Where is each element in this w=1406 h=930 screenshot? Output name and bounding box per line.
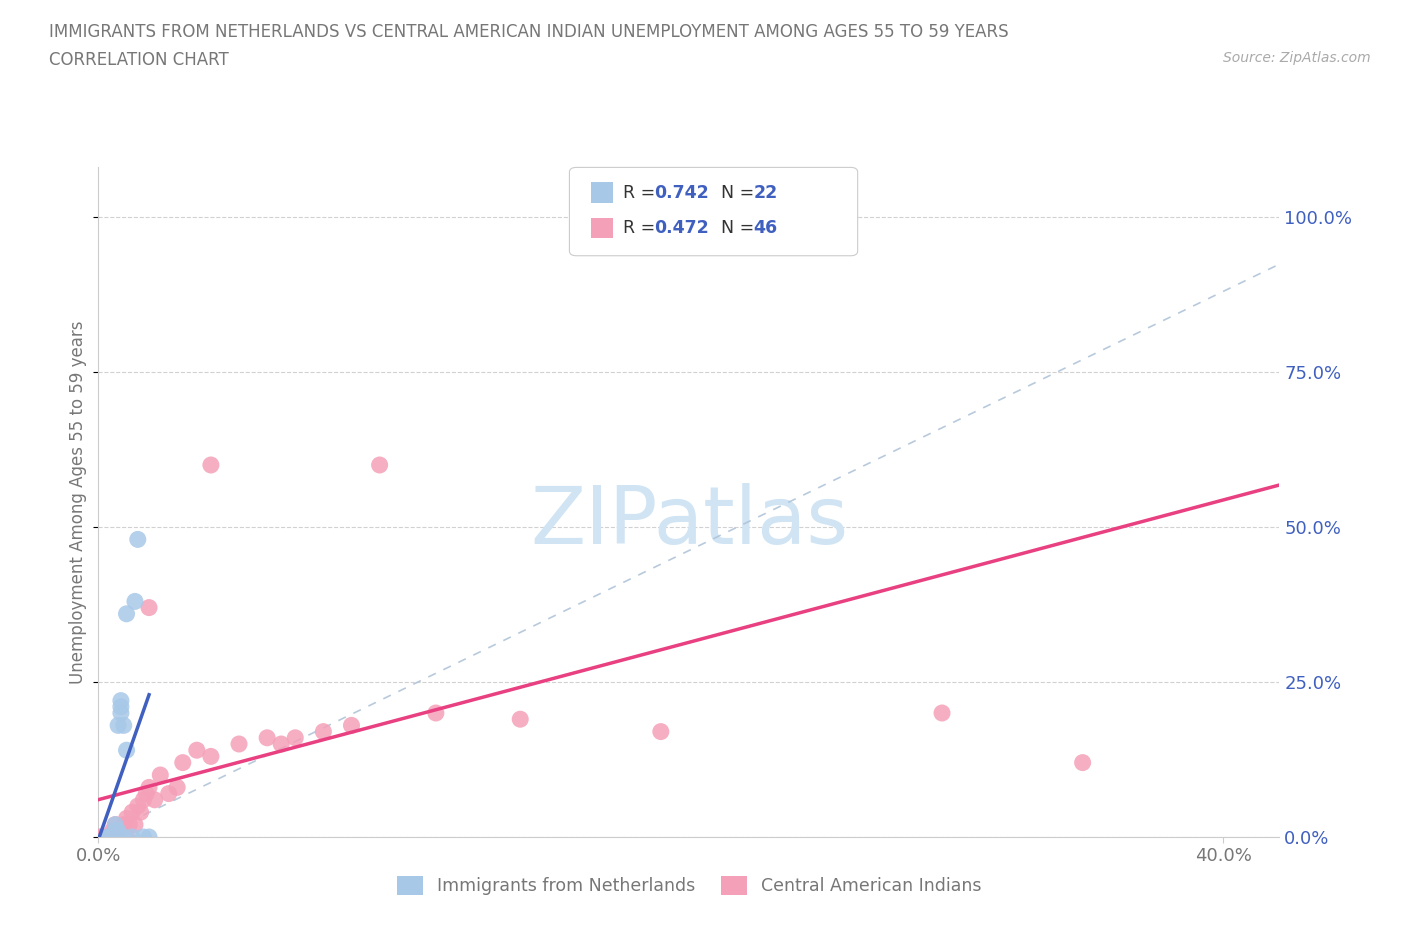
Point: [228, 737, 250, 751]
Point: [101, 830, 124, 844]
Point: [127, 799, 149, 814]
Point: [107, 718, 129, 733]
Point: [107, 823, 129, 838]
Point: [166, 780, 188, 795]
Point: [98, 830, 121, 844]
Point: [124, 817, 146, 832]
Text: 46: 46: [754, 219, 778, 237]
Point: [121, 804, 143, 819]
Text: IMMIGRANTS FROM NETHERLANDS VS CENTRAL AMERICAN INDIAN UNEMPLOYMENT AMONG AGES 5: IMMIGRANTS FROM NETHERLANDS VS CENTRAL A…: [49, 23, 1010, 41]
Point: [200, 458, 222, 472]
Point: [115, 743, 138, 758]
Text: CORRELATION CHART: CORRELATION CHART: [49, 51, 229, 69]
Point: [115, 811, 138, 826]
Point: [87, 830, 110, 844]
Point: [104, 823, 127, 838]
Point: [96, 830, 118, 844]
Point: [650, 724, 672, 739]
Point: [186, 743, 208, 758]
Point: [132, 792, 155, 807]
Point: [115, 830, 138, 844]
Point: [101, 830, 124, 844]
Y-axis label: Unemployment Among Ages 55 to 59 years: Unemployment Among Ages 55 to 59 years: [69, 321, 87, 684]
Point: [270, 737, 292, 751]
Point: [107, 823, 129, 838]
Point: [256, 730, 278, 745]
Point: [1071, 755, 1094, 770]
Point: [138, 600, 160, 615]
Legend: Immigrants from Netherlands, Central American Indians: Immigrants from Netherlands, Central Ame…: [389, 869, 988, 902]
Point: [107, 830, 129, 844]
Point: [90, 830, 112, 844]
Text: 22: 22: [754, 183, 778, 202]
Point: [93, 830, 115, 844]
Point: [110, 693, 132, 708]
Point: [110, 823, 132, 838]
Point: [149, 767, 172, 782]
Point: [312, 724, 335, 739]
Point: [124, 594, 146, 609]
Point: [129, 804, 152, 819]
Text: 0.742: 0.742: [654, 183, 709, 202]
Point: [132, 830, 155, 844]
Point: [931, 706, 953, 721]
Point: [112, 817, 135, 832]
Point: [118, 817, 141, 832]
Point: [110, 706, 132, 721]
Point: [110, 699, 132, 714]
Point: [98, 830, 121, 844]
Point: [368, 458, 391, 472]
Point: [509, 711, 531, 726]
Point: [143, 792, 166, 807]
Text: R =: R =: [623, 183, 661, 202]
Point: [284, 730, 307, 745]
Point: [340, 718, 363, 733]
Point: [107, 830, 129, 844]
Point: [112, 718, 135, 733]
Text: R =: R =: [623, 219, 661, 237]
Point: [110, 830, 132, 844]
Point: [115, 606, 138, 621]
Text: Source: ZipAtlas.com: Source: ZipAtlas.com: [1223, 51, 1371, 65]
Point: [121, 830, 143, 844]
Text: ZIPatlas: ZIPatlas: [530, 484, 848, 562]
Point: [101, 823, 124, 838]
Point: [138, 780, 160, 795]
Point: [112, 830, 135, 844]
Point: [157, 786, 180, 801]
Point: [96, 830, 118, 844]
Point: [104, 830, 127, 844]
Point: [127, 532, 149, 547]
Point: [104, 817, 127, 832]
Point: [172, 755, 194, 770]
Point: [101, 830, 124, 844]
Point: [104, 817, 127, 832]
Text: 0.472: 0.472: [654, 219, 709, 237]
Text: N =: N =: [710, 183, 759, 202]
Point: [135, 786, 157, 801]
Point: [138, 830, 160, 844]
Text: N =: N =: [710, 219, 759, 237]
Point: [200, 749, 222, 764]
Point: [790, 204, 813, 219]
Point: [104, 830, 127, 844]
Point: [425, 706, 447, 721]
